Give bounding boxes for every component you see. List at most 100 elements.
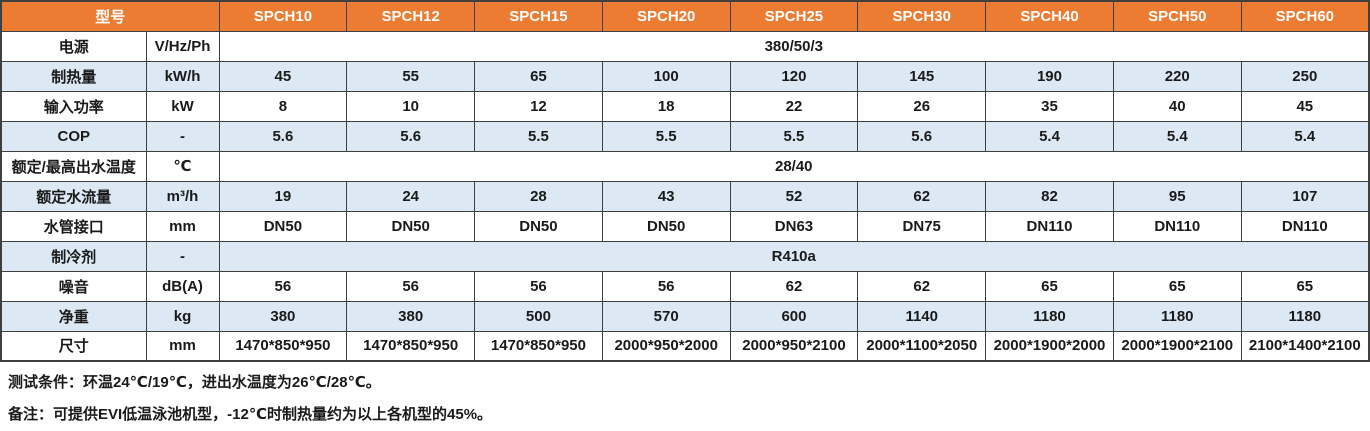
cell-value: 190 (985, 60, 1114, 92)
cell-value: 2000*950*2100 (729, 330, 859, 362)
cell-value: 500 (474, 300, 603, 332)
cell-value: 65 (474, 60, 603, 92)
cell-value: 35 (985, 90, 1114, 122)
table-row: 电源 V/Hz/Ph 380/50/3 (0, 30, 1370, 62)
cell-value: 100 (601, 60, 731, 92)
cell-value: 65 (1240, 270, 1370, 302)
cell-value: 2000*950*2000 (601, 330, 731, 362)
model-header: SPCH60 (1240, 0, 1370, 32)
cell-value: 56 (474, 270, 603, 302)
spec-table: 型号 SPCH10 SPCH12 SPCH15 SPCH20 SPCH25 SPCH30 SP… (0, 0, 1370, 362)
row-label: 制冷剂 (0, 240, 147, 272)
cell-value: 380 (346, 300, 476, 332)
cell-value: 600 (729, 300, 859, 332)
cell-value: 56 (346, 270, 476, 302)
table-row: 水管接口 mm DN50 DN50 DN50 DN50 DN63 DN75 DN110 DN110… (0, 210, 1370, 242)
remark-note: 备注：可提供EVI低温泳池机型，-12℃时制热量约为以上各机型的45%。 (8, 406, 493, 423)
cell-value: DN110 (1240, 210, 1370, 242)
table-row: 制冷剂 - R410a (0, 240, 1370, 272)
cell-value: DN50 (346, 210, 476, 242)
test-conditions-note: 测试条件：环温24℃/19℃，进出水温度为26℃/28℃。 (8, 374, 381, 391)
cell-value: DN110 (985, 210, 1114, 242)
cell-value: 26 (857, 90, 987, 122)
row-label: 水管接口 (0, 210, 147, 242)
cell-value: 62 (729, 270, 859, 302)
cell-value: 62 (857, 270, 987, 302)
row-unit: mm (145, 210, 220, 242)
table-row: 尺寸 mm 1470*850*950 1470*850*950 1470*850*950… (0, 330, 1370, 362)
model-header: SPCH15 (474, 0, 603, 32)
cell-value: 12 (474, 90, 603, 122)
cell-value: 62 (857, 180, 987, 212)
model-header: SPCH12 (346, 0, 476, 32)
table-row: 净重 kg 380 380 500 570 600 1140 1180 1180 1180 (0, 300, 1370, 332)
cell-value: 5.4 (985, 120, 1114, 152)
row-label: 制热量 (0, 60, 147, 92)
model-header: SPCH25 (729, 0, 859, 32)
row-label: 额定/最高出水温度 (0, 150, 147, 182)
cell-value: 1180 (985, 300, 1114, 332)
row-label: 输入功率 (0, 90, 147, 122)
cell-value: 5.5 (729, 120, 859, 152)
table-row: 噪音 dB(A) 56 56 56 56 62 62 65 65 65 (0, 270, 1370, 302)
row-unit: kW (145, 90, 220, 122)
cell-value: 10 (346, 90, 476, 122)
cell-value: 2100*1400*2100 (1240, 330, 1370, 362)
row-unit: mm (145, 330, 220, 362)
table-row: 额定/最高出水温度 ℃ 28/40 (0, 150, 1370, 182)
cell-value: 95 (1112, 180, 1242, 212)
cell-value: 5.6 (857, 120, 987, 152)
cell-value: 5.4 (1112, 120, 1242, 152)
cell-value: 18 (601, 90, 731, 122)
cell-value: 120 (729, 60, 859, 92)
cell-value: DN63 (729, 210, 859, 242)
cell-value: 5.5 (601, 120, 731, 152)
cell-value: 5.5 (474, 120, 603, 152)
cell-value: 22 (729, 90, 859, 122)
row-unit: - (145, 120, 220, 152)
cell-value: DN50 (474, 210, 603, 242)
row-unit: kg (145, 300, 220, 332)
cell-value: 43 (601, 180, 731, 212)
cell-value: 52 (729, 180, 859, 212)
cell-value: 1140 (857, 300, 987, 332)
row-label: 净重 (0, 300, 147, 332)
cell-value: DN50 (218, 210, 348, 242)
spanning-value: 28/40 (218, 150, 1370, 182)
cell-value: 220 (1112, 60, 1242, 92)
cell-value: 145 (857, 60, 987, 92)
row-label: 电源 (0, 30, 147, 62)
row-unit: kW/h (145, 60, 220, 92)
cell-value: 1470*850*950 (346, 330, 476, 362)
row-label: 额定水流量 (0, 180, 147, 212)
spanning-value: 380/50/3 (218, 30, 1370, 62)
cell-value: 65 (985, 270, 1114, 302)
cell-value: 5.6 (346, 120, 476, 152)
row-unit: ℃ (145, 150, 220, 182)
table-header-row: 型号 SPCH10 SPCH12 SPCH15 SPCH20 SPCH25 SPCH30 SP… (0, 0, 1370, 32)
cell-value: 570 (601, 300, 731, 332)
table-body: 电源 V/Hz/Ph 380/50/3 制热量 kW/h 45 55 65 100 120 145 1… (0, 30, 1370, 362)
cell-value: DN75 (857, 210, 987, 242)
cell-value: 1180 (1240, 300, 1370, 332)
cell-value: 2000*1100*2050 (857, 330, 987, 362)
cell-value: 65 (1112, 270, 1242, 302)
model-column-label: 型号 (0, 0, 220, 32)
row-label: COP (0, 120, 147, 152)
row-label: 噪音 (0, 270, 147, 302)
cell-value: 24 (346, 180, 476, 212)
cell-value: 380 (218, 300, 348, 332)
cell-value: 5.6 (218, 120, 348, 152)
row-unit: V/Hz/Ph (145, 30, 220, 62)
cell-value: DN50 (601, 210, 731, 242)
cell-value: DN110 (1112, 210, 1242, 242)
model-header: SPCH20 (601, 0, 731, 32)
table-row: 额定水流量 m³/h 19 24 28 43 52 62 82 95 107 (0, 180, 1370, 212)
table-row: COP -5.6 5.6 5.5 5.5 5.5 5.6 5.4 5.4 5.4 (0, 120, 1370, 152)
cell-value: 1470*850*950 (474, 330, 603, 362)
cell-value: 1180 (1112, 300, 1242, 332)
cell-value: 2000*1900*2100 (1112, 330, 1242, 362)
model-header: SPCH30 (857, 0, 987, 32)
table-row: 输入功率 kW 8 10 12 18 22 26 35 40 45 (0, 90, 1370, 122)
cell-value: 45 (218, 60, 348, 92)
